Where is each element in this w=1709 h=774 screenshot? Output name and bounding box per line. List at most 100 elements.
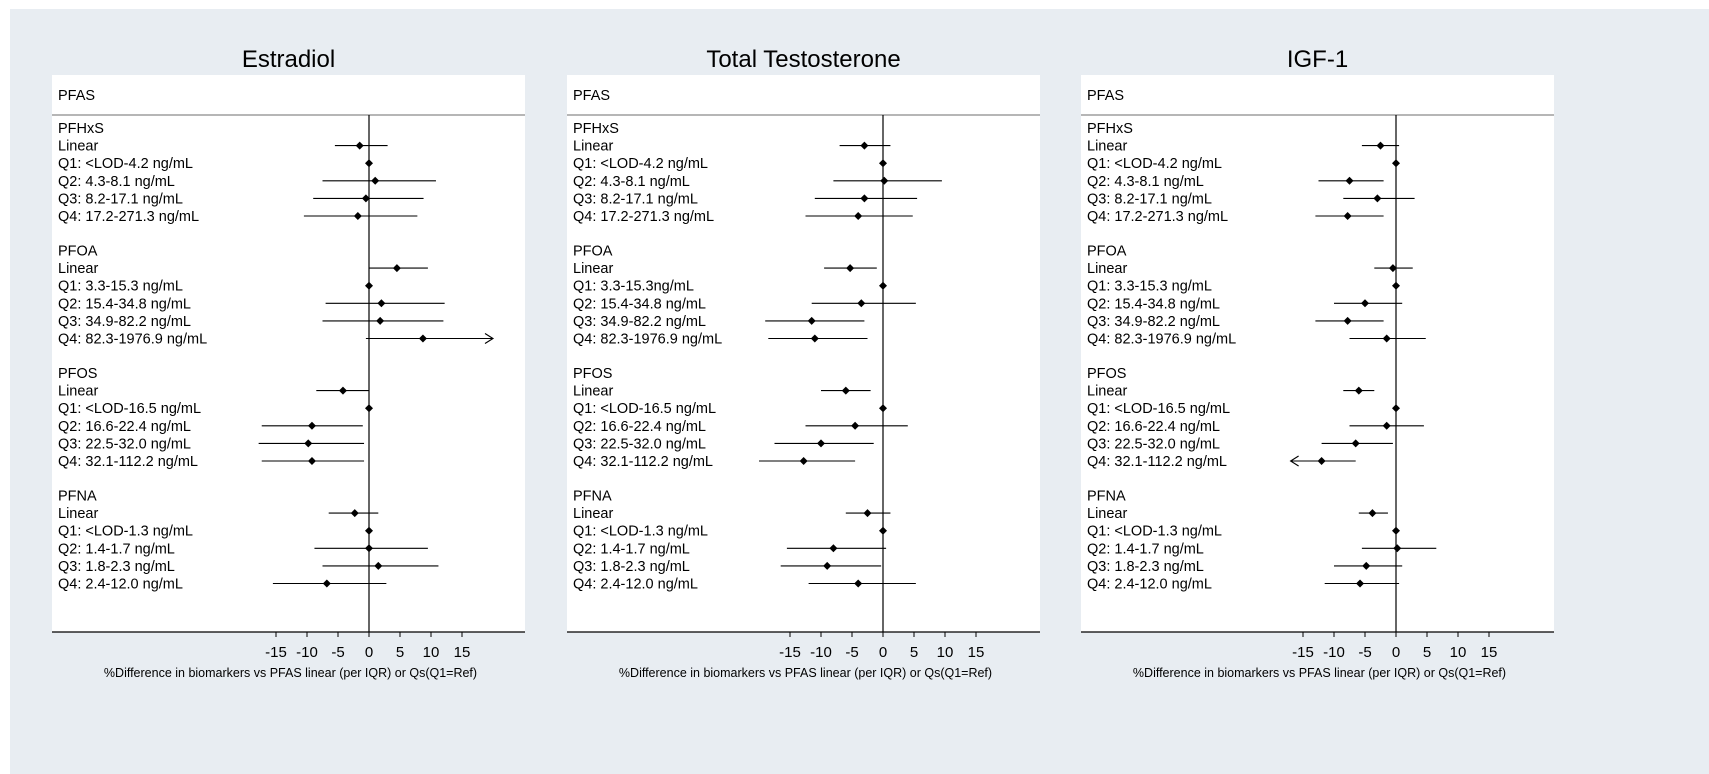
row-label: Q3: 8.2-17.1 ng/mL (1087, 191, 1212, 207)
x-tick-label: -5 (1358, 644, 1371, 661)
row-label: Q2: 1.4-1.7 ng/mL (573, 541, 690, 557)
row-label: Q2: 1.4-1.7 ng/mL (1087, 541, 1204, 557)
row-label: Q2: 1.4-1.7 ng/mL (58, 541, 175, 557)
row-label: Linear (58, 506, 98, 522)
estimate-point (879, 526, 887, 535)
row-label: Q3: 8.2-17.1 ng/mL (573, 191, 698, 207)
row-label: Q3: 8.2-17.1 ng/mL (58, 191, 183, 207)
row-label: Q4: 17.2-271.3 ng/mL (573, 209, 714, 225)
row-label: Q4: 82.3-1976.9 ng/mL (1087, 332, 1236, 348)
row-label: Linear (58, 139, 98, 155)
panel-1: Total Testosterone PFAS -15 -10 -5 0 5 10 15 %Dif… (567, 46, 1040, 680)
estimate-point (854, 212, 863, 220)
x-tick-label: -10 (296, 644, 318, 661)
x-tick-label: 15 (1481, 644, 1498, 661)
estimate-point (1361, 299, 1369, 308)
estimate-point (371, 176, 380, 185)
group-name: PFOS (573, 366, 612, 382)
x-tick-label: -5 (331, 644, 344, 661)
x-tick-label: -10 (810, 644, 832, 661)
estimate-point (851, 421, 860, 430)
estimate-point (355, 141, 364, 150)
row-label: Linear (1087, 261, 1127, 277)
estimate-point (817, 439, 825, 448)
row-label: Q1: 3.3-15.3ng/mL (573, 279, 694, 295)
row-label: Q2: 16.6-22.4 ng/mL (573, 419, 706, 435)
row-label: Q4: 2.4-12.0 ng/mL (1087, 577, 1212, 593)
x-tick-label: -10 (1323, 644, 1345, 661)
row-label: Q1: 3.3-15.3 ng/mL (1087, 279, 1212, 295)
row-label: Q4: 32.1-112.2 ng/mL (1087, 454, 1227, 470)
estimate-point (823, 561, 832, 570)
estimate-point (879, 281, 887, 290)
estimate-point (304, 439, 313, 448)
estimate-point (1392, 159, 1400, 168)
row-label: Q1: <LOD-16.5 ng/mL (1087, 401, 1230, 417)
row-label: Q3: 34.9-82.2 ng/mL (58, 314, 191, 330)
row-label: Q3: 1.8-2.3 ng/mL (1087, 559, 1204, 575)
row-label: Q2: 15.4-34.8 ng/mL (1087, 296, 1220, 312)
estimate-point (1373, 194, 1382, 203)
row-label: Q1: <LOD-16.5 ng/mL (58, 401, 201, 417)
estimate-point (1356, 579, 1365, 588)
row-label: Linear (573, 139, 613, 155)
row-label: Q4: 17.2-271.3 ng/mL (1087, 209, 1228, 225)
ci-arrow-left (1289, 455, 1299, 467)
panel-title: Total Testosterone (706, 46, 900, 73)
estimate-point (353, 212, 362, 220)
estimate-point (376, 316, 385, 325)
estimate-point (377, 299, 386, 308)
estimate-point (860, 194, 869, 203)
row-label: Q4: 32.1-112.2 ng/mL (58, 454, 198, 470)
estimate-point (1368, 509, 1377, 518)
row-label: Q1: <LOD-4.2 ng/mL (573, 156, 708, 172)
row-label: Q3: 1.8-2.3 ng/mL (573, 559, 690, 575)
row-label: Q2: 15.4-34.8 ng/mL (573, 296, 706, 312)
row-label: Q4: 17.2-271.3 ng/mL (58, 209, 199, 225)
row-label: Q2: 16.6-22.4 ng/mL (58, 419, 191, 435)
row-label: Q4: 82.3-1976.9 ng/mL (58, 332, 207, 348)
estimate-point (879, 404, 887, 413)
panel-0: Estradiol PFAS -15 -10 -5 0 5 10 15 %Difference i… (52, 46, 525, 680)
estimate-point (1376, 141, 1385, 150)
plot-area (52, 75, 525, 632)
estimate-point (807, 316, 816, 325)
row-label: Q1: <LOD-16.5 ng/mL (573, 401, 716, 417)
row-label: Q2: 16.6-22.4 ng/mL (1087, 419, 1220, 435)
estimate-point (365, 159, 373, 168)
row-label: Q2: 15.4-34.8 ng/mL (58, 296, 191, 312)
header-label: PFAS (58, 88, 95, 104)
group-name: PFOA (573, 244, 613, 260)
estimate-point (365, 544, 373, 553)
x-tick-label: -5 (845, 644, 858, 661)
row-label: Q3: 22.5-32.0 ng/mL (573, 436, 706, 452)
x-tick-label: 5 (1423, 644, 1431, 661)
estimate-point (1388, 264, 1397, 273)
group-name: PFHxS (573, 121, 619, 137)
row-label: Linear (573, 261, 613, 277)
estimate-point (810, 334, 819, 343)
estimate-point (1345, 176, 1354, 185)
estimate-point (1392, 404, 1400, 413)
x-tick-label: -15 (265, 644, 287, 661)
row-label: Q3: 34.9-82.2 ng/mL (1087, 314, 1220, 330)
row-label: Q2: 4.3-8.1 ng/mL (573, 174, 690, 190)
row-label: Linear (58, 384, 98, 400)
estimate-point (863, 509, 872, 518)
row-label: Q4: 2.4-12.0 ng/mL (58, 577, 183, 593)
row-label: Linear (58, 261, 98, 277)
estimate-point (1362, 561, 1371, 570)
estimate-point (1317, 457, 1326, 465)
x-tick-label: 0 (1392, 644, 1400, 661)
estimate-point (350, 509, 359, 518)
estimate-point (365, 281, 373, 290)
estimate-point (1393, 544, 1402, 553)
group-name: PFOA (1087, 244, 1127, 260)
estimate-point (854, 579, 863, 588)
forest-plot-figure: Estradiol PFAS -15 -10 -5 0 5 10 15 %Difference i… (10, 9, 1709, 774)
header-label: PFAS (573, 88, 610, 104)
row-label: Q3: 22.5-32.0 ng/mL (58, 436, 191, 452)
chart-svg: Estradiol PFAS -15 -10 -5 0 5 10 15 %Difference i… (52, 46, 1554, 680)
estimate-point (322, 579, 331, 588)
estimate-point (857, 299, 866, 308)
